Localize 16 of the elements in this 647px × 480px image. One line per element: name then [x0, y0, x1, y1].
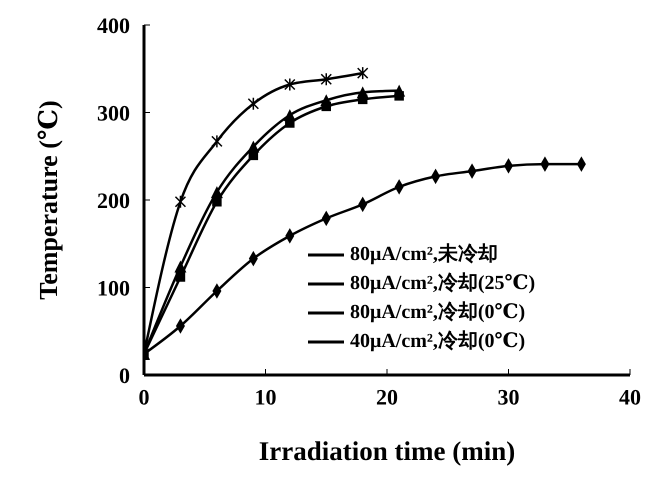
x-axis-title: Irradiation time (min): [258, 436, 516, 466]
legend-label: 80μA/cm²,冷却(0℃): [350, 300, 526, 325]
y-tick-label: 400: [97, 12, 130, 38]
x-tick-label: 20: [376, 384, 398, 410]
x-tick-label: 10: [254, 384, 276, 410]
y-tick-label: 0: [119, 362, 130, 388]
y-tick-label: 200: [97, 188, 130, 213]
legend-label: 40μA/cm²,冷却(0℃): [350, 329, 526, 354]
legend-label: 80μA/cm²,未冷却: [350, 242, 498, 267]
x-tick-label: 30: [498, 384, 520, 410]
x-tick-label: 0: [138, 384, 150, 410]
legend-label: 80μA/cm²,冷却(25℃): [350, 271, 536, 296]
x-tick-label: 40: [619, 384, 641, 410]
y-tick-label: 300: [97, 100, 130, 126]
y-tick-label: 100: [97, 275, 130, 300]
y-axis-title: Temperature (℃): [34, 100, 64, 300]
